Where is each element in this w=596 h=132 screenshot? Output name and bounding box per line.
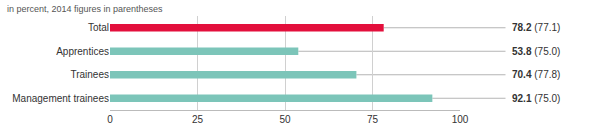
svg-text:Management trainees: Management trainees	[12, 93, 109, 104]
svg-text:92.1 (75.0): 92.1 (75.0)	[512, 93, 560, 104]
svg-text:50: 50	[279, 114, 291, 125]
svg-text:Total: Total	[88, 22, 109, 33]
svg-text:70.4 (77.8): 70.4 (77.8)	[512, 69, 560, 80]
svg-text:0: 0	[107, 114, 113, 125]
svg-text:25: 25	[192, 114, 204, 125]
svg-text:in percent, 2014 figures in pa: in percent, 2014 figures in parentheses	[7, 4, 163, 14]
svg-text:78.2 (77.1): 78.2 (77.1)	[512, 22, 560, 33]
svg-text:Apprentices: Apprentices	[56, 46, 109, 57]
svg-text:53.8 (75.0): 53.8 (75.0)	[512, 46, 560, 57]
svg-text:Trainees: Trainees	[70, 69, 109, 80]
svg-text:75: 75	[367, 114, 379, 125]
svg-text:100: 100	[452, 114, 469, 125]
